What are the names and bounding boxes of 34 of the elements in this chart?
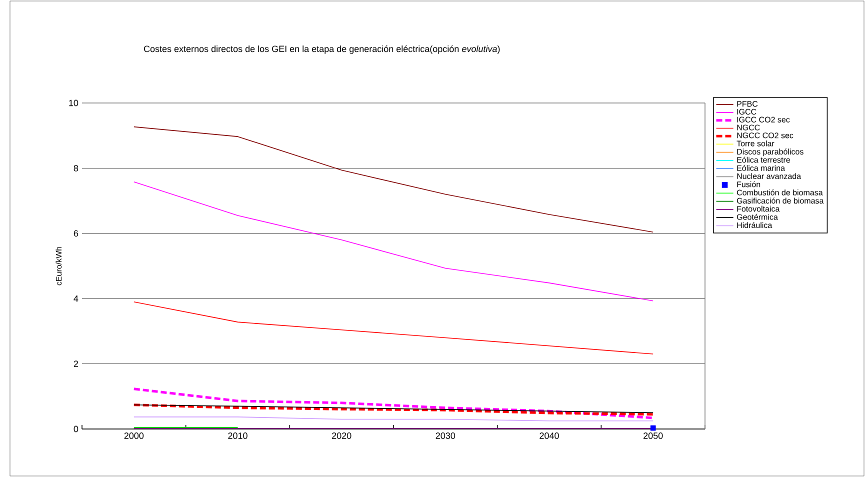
line-series <box>132 388 654 420</box>
legend-label: PFBC <box>737 101 758 107</box>
legend-label: Torre solar <box>736 140 774 146</box>
chart-title: Costes externos directos de los GEI en la etapa de generación eléctrica(opción evolutiva) <box>144 45 500 54</box>
x-tick-label: 2020 <box>332 432 352 439</box>
x-tick-label: 2040 <box>540 432 559 439</box>
y-tick-label: 0 <box>74 426 78 432</box>
y-tick-label: 10 <box>69 100 78 106</box>
legend-label: NGCC CO2 sec <box>737 132 794 138</box>
legend-label: Eólica terrestre <box>737 156 790 163</box>
legend-label: Discos parabólicos <box>737 148 804 156</box>
x-tick-label: 2000 <box>124 432 144 439</box>
x-tick-label: 2030 <box>436 432 456 439</box>
y-tick-label: 6 <box>74 230 78 237</box>
legend-label: Geotérmica <box>736 214 778 220</box>
legend-label: Eólica marina <box>737 164 786 171</box>
line-series <box>134 181 654 302</box>
line-series <box>134 126 654 232</box>
y-axis-title: cEuro/kWh <box>56 246 62 286</box>
legend-label: Gasificación de biomasa <box>736 198 824 204</box>
legend-label: Hidráulica <box>737 222 772 228</box>
y-tick-label: 8 <box>74 165 78 172</box>
x-tick-label: 2010 <box>228 432 248 439</box>
y-tick-label: 4 <box>74 296 78 302</box>
x-tick-label: 2050 <box>644 432 663 439</box>
legend-label: IGCC <box>737 108 756 115</box>
legend-label: NGCC <box>737 124 760 130</box>
line-series <box>132 404 654 416</box>
legend-label: Combustión de biomasa <box>736 189 823 196</box>
y-tick-label: 2 <box>74 360 78 367</box>
legend-label: IGCC CO2 sec <box>737 116 790 122</box>
legend-label: Fotovoltaica <box>737 206 780 212</box>
legend-label: Nuclear avanzada <box>737 173 802 179</box>
legend-label: Fusión <box>737 181 760 188</box>
